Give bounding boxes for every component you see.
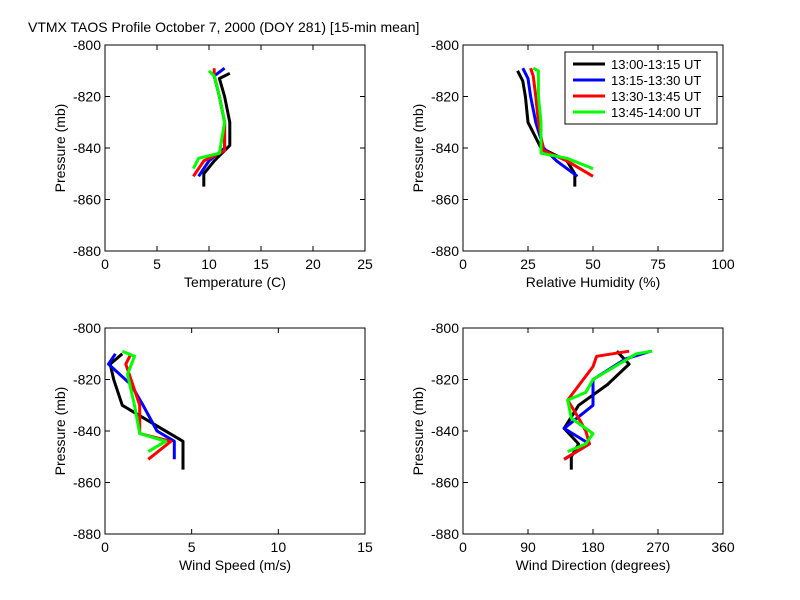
x-tick-label: 180 <box>581 539 605 555</box>
x-tick-label: 50 <box>585 256 601 272</box>
y-tick-label: -800 <box>431 320 459 336</box>
series-line-3 <box>563 349 630 461</box>
figure-title: VTMX TAOS Profile October 7, 2000 (DOY 2… <box>28 19 419 35</box>
y-tick-label: -860 <box>431 192 459 208</box>
y-tick-label: -800 <box>73 37 101 53</box>
x-axis-label: Wind Speed (m/s) <box>179 557 291 573</box>
y-axis-label: Pressure (mb) <box>52 387 68 476</box>
x-tick-label: 15 <box>357 539 373 555</box>
y-tick-label: -880 <box>431 243 459 259</box>
panel-winddirection: 0 90 180 270 360 -880 -860 -840 -820 -800 Wind Dir… <box>410 320 735 573</box>
x-tick-label: 0 <box>101 539 109 555</box>
y-tick-label: -840 <box>73 423 101 439</box>
panels: 0 5 10 15 20 25 -880 -860 -840 -820 -800 Temperatur… <box>52 37 735 573</box>
y-tick-label: -820 <box>431 372 459 388</box>
y-tick-label: -820 <box>431 89 459 105</box>
plot-frame <box>462 327 724 535</box>
x-tick-label: 5 <box>153 256 161 272</box>
series-line-3 <box>124 353 173 461</box>
x-tick-label: 10 <box>271 539 287 555</box>
x-tick-label: 10 <box>201 256 217 272</box>
legend-label-4: 13:45-14:00 UT <box>611 105 701 120</box>
y-tick-label: -820 <box>73 372 101 388</box>
series-line-2 <box>107 352 176 460</box>
x-tick-label: 0 <box>459 539 467 555</box>
y-tick-label: -840 <box>431 140 459 156</box>
legend-label-1: 13:00-13:15 UT <box>611 57 701 72</box>
x-tick-label: 270 <box>646 539 670 555</box>
panel-windspeed: 0 5 10 15 -880 -860 -840 -820 -800 Wind Speed (m/… <box>52 320 373 573</box>
x-tick-label: 0 <box>459 256 467 272</box>
y-tick-label: -880 <box>73 243 101 259</box>
series-line-4 <box>121 349 168 453</box>
series-line-2 <box>521 67 579 178</box>
x-tick-label: 90 <box>520 539 536 555</box>
panel-humidity: 0 25 50 75 100 -880 -860 -840 -820 -800 Relative H… <box>410 37 735 290</box>
y-tick-label: -840 <box>431 423 459 439</box>
x-axis-label: Relative Humidity (%) <box>526 274 661 290</box>
x-tick-label: 15 <box>253 256 269 272</box>
y-tick-label: -800 <box>431 37 459 53</box>
y-tick-label: -860 <box>431 475 459 491</box>
x-tick-label: 25 <box>520 256 536 272</box>
x-tick-label: 360 <box>711 539 735 555</box>
x-tick-label: 0 <box>101 256 109 272</box>
series-line-4 <box>192 69 227 170</box>
legend-label-2: 13:15-13:30 UT <box>611 73 701 88</box>
x-tick-label: 100 <box>711 256 735 272</box>
y-axis-label: Pressure (mb) <box>410 387 426 476</box>
y-tick-label: -800 <box>73 320 101 336</box>
x-axis-label: Temperature (C) <box>184 274 286 290</box>
x-axis-label: Wind Direction (degrees) <box>516 557 671 573</box>
y-tick-label: -840 <box>73 140 101 156</box>
series-line-1 <box>202 71 232 187</box>
y-tick-label: -880 <box>431 526 459 542</box>
x-tick-label: 25 <box>357 256 373 272</box>
y-tick-label: -860 <box>73 192 101 208</box>
y-tick-label: -880 <box>73 526 101 542</box>
series-line-4 <box>532 66 594 170</box>
x-tick-label: 5 <box>188 539 196 555</box>
series-line-4 <box>566 349 653 453</box>
plot-frame <box>104 44 366 252</box>
legend-label-3: 13:30-13:45 UT <box>611 89 701 104</box>
series-line-3 <box>529 67 594 178</box>
plot-frame <box>104 327 366 535</box>
y-axis-label: Pressure (mb) <box>410 104 426 193</box>
y-axis-label: Pressure (mb) <box>52 104 68 193</box>
y-tick-label: -820 <box>73 89 101 105</box>
x-tick-label: 75 <box>650 256 666 272</box>
x-tick-label: 20 <box>305 256 321 272</box>
y-tick-label: -860 <box>73 475 101 491</box>
panel-temperature: 0 5 10 15 20 25 -880 -860 -840 -820 -800 Temperatur… <box>52 37 373 290</box>
